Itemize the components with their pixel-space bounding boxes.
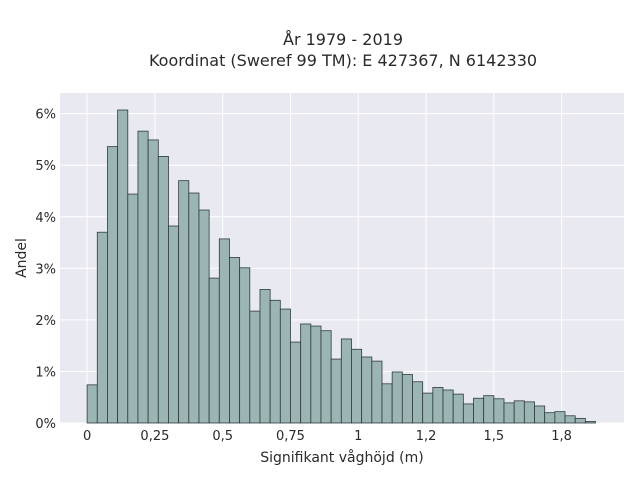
x-tick-label: 0,25: [140, 429, 169, 444]
histogram-bar: [381, 383, 393, 424]
y-tick-label: 5%: [35, 159, 56, 174]
x-tick-label: 1,5: [484, 429, 505, 444]
x-tick-labels: 0 0,25 0,5 0,75 1 1,2 1,5 1,8: [83, 429, 572, 444]
histogram-bar: [401, 374, 413, 424]
histogram-bar: [534, 405, 546, 424]
x-tick-label: 0,75: [276, 429, 305, 444]
histogram-bar: [584, 421, 596, 424]
x-tick-label: 1,2: [416, 429, 437, 444]
histogram-bar: [574, 417, 586, 424]
y-tick-label: 4%: [35, 211, 56, 226]
histogram-bar: [229, 257, 241, 424]
histogram-bar: [290, 341, 302, 424]
x-axis-label: Signifikant våghöjd (m): [260, 449, 423, 466]
x-tick-label: 1,8: [551, 429, 572, 444]
histogram-bar: [361, 356, 373, 424]
histogram-bar: [503, 402, 515, 424]
x-tick-label: 1: [354, 429, 362, 444]
histogram-bar: [147, 139, 159, 424]
bars: [86, 109, 596, 424]
histogram-bar: [554, 411, 566, 424]
histogram-bar: [330, 358, 342, 424]
histogram-bar: [188, 192, 200, 424]
histogram-bar: [259, 289, 271, 424]
histogram-bar: [127, 193, 139, 424]
histogram-bar: [178, 180, 190, 424]
histogram-bar: [513, 400, 525, 424]
histogram-bar: [157, 156, 169, 424]
histogram-bar: [544, 412, 556, 424]
histogram-bar: [96, 231, 108, 424]
histogram-bar: [391, 371, 403, 424]
y-tick-label: 1%: [35, 365, 56, 380]
y-tick-labels: 0% 1% 2% 3% 4% 5% 6%: [35, 108, 56, 432]
histogram-bar: [86, 384, 98, 424]
histogram-bar: [432, 387, 444, 424]
histogram-bar: [493, 398, 505, 424]
histogram-bar: [239, 267, 251, 424]
histogram-bar: [371, 360, 383, 424]
histogram-bar: [310, 325, 322, 424]
histogram-bar: [208, 277, 220, 424]
histogram-bar: [462, 403, 474, 424]
histogram-bar: [300, 323, 312, 424]
y-tick-label: 0%: [35, 417, 56, 432]
chart-subtitle: Koordinat (Sweref 99 TM): E 427367, N 61…: [149, 51, 537, 70]
x-tick-label: 0,5: [212, 429, 233, 444]
y-axis-label: Andel: [14, 238, 30, 278]
histogram-bar: [483, 395, 495, 424]
histogram-bar: [269, 299, 281, 424]
histogram-bar: [218, 238, 230, 424]
histogram-bar: [320, 330, 332, 424]
y-tick-label: 3%: [35, 262, 56, 277]
histogram-bar: [412, 381, 424, 424]
histogram-bar: [473, 397, 485, 424]
histogram-bar: [340, 338, 352, 424]
histogram-bar: [564, 415, 576, 424]
x-tick-label: 0: [83, 429, 91, 444]
histogram-bar: [249, 310, 261, 424]
histogram-bar: [351, 348, 363, 424]
chart-title: År 1979 - 2019: [283, 30, 403, 49]
y-tick-label: 6%: [35, 108, 56, 123]
histogram-bar: [137, 130, 149, 424]
histogram-bar: [117, 109, 129, 424]
histogram-bar: [107, 146, 119, 424]
histogram-bar: [422, 392, 434, 424]
histogram-bar: [523, 401, 535, 424]
histogram-bar: [198, 209, 210, 424]
histogram-bar: [452, 393, 464, 424]
histogram-bar: [168, 225, 180, 424]
histogram-bar: [442, 389, 454, 424]
y-tick-label: 2%: [35, 314, 56, 329]
histogram-bar: [279, 308, 291, 424]
